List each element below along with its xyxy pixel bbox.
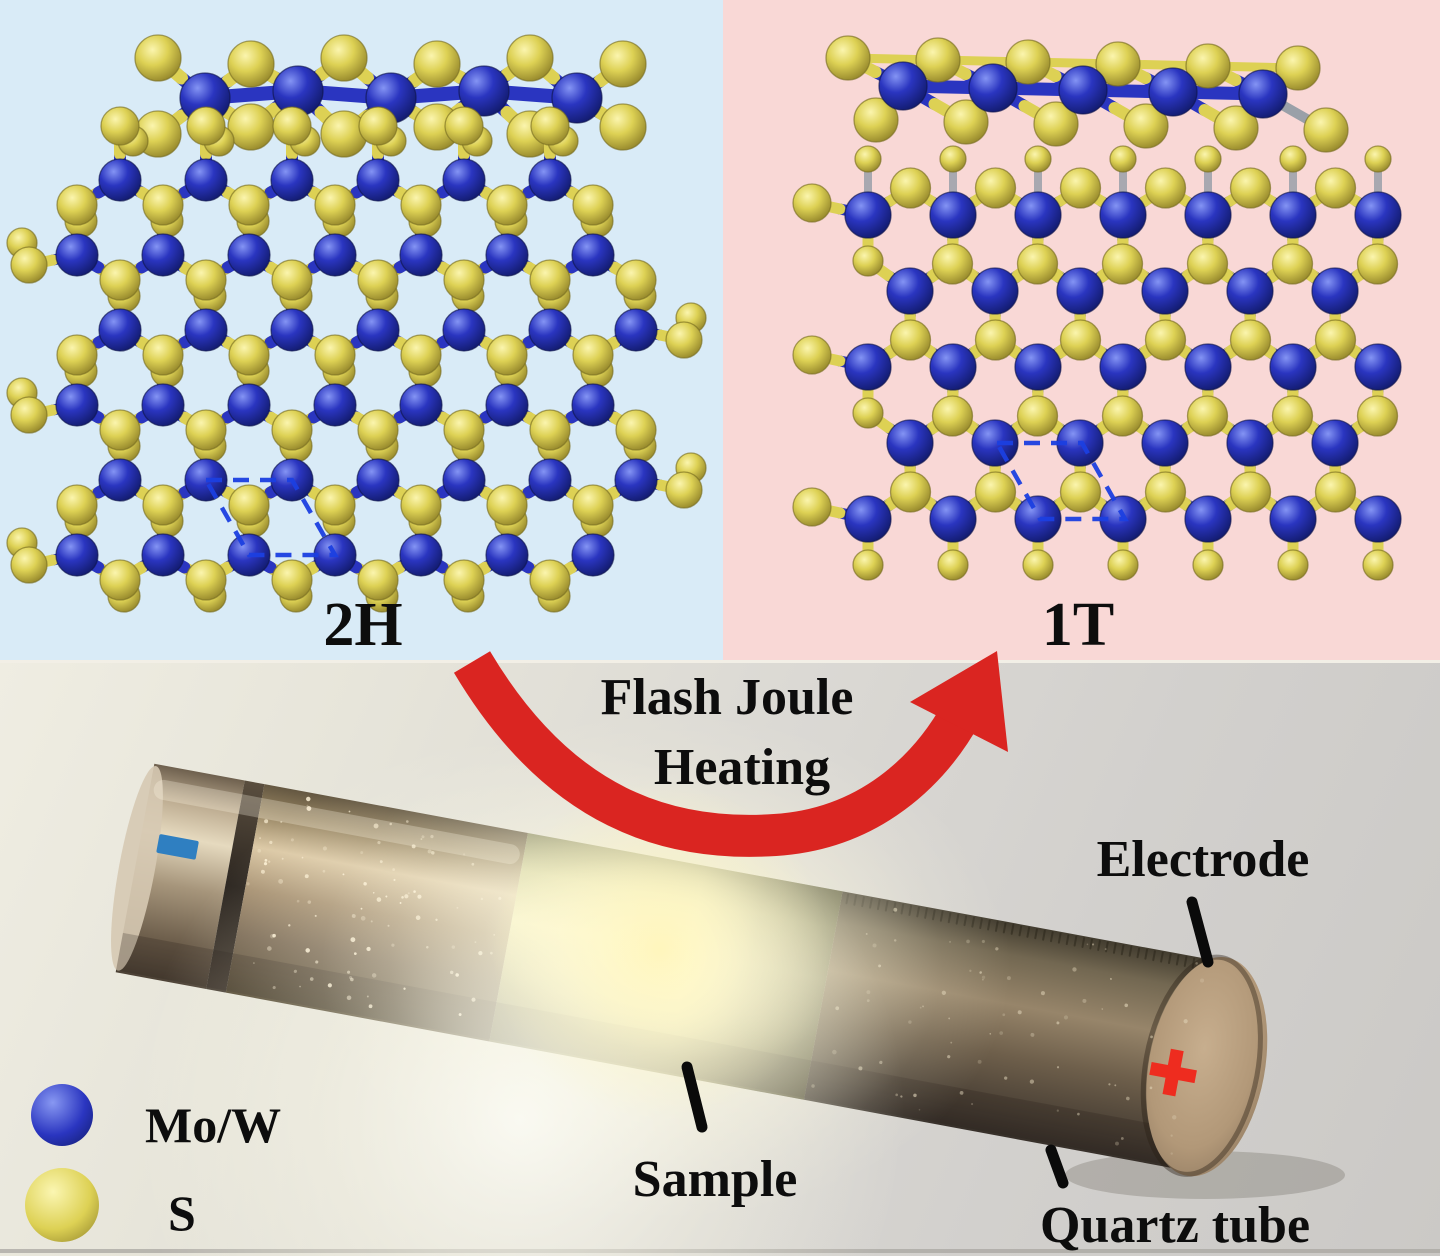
- positive-terminal-marker: [1162, 1048, 1184, 1097]
- phase-label-2h: 2H: [323, 591, 403, 659]
- s-legend-label: S: [168, 1185, 196, 1241]
- mo-w-atom-legend-sphere: [31, 1084, 93, 1146]
- negative-terminal-marker: [156, 834, 199, 860]
- mo-w-legend-label: Mo/W: [145, 1097, 282, 1153]
- phase-label-1t: 1T: [1041, 591, 1115, 659]
- flash-joule-heating-label-line2: Heating: [653, 739, 831, 796]
- electrode-label: Electrode: [1096, 831, 1310, 888]
- 2h-side-view-structure: [134, 34, 647, 158]
- 2h-top-view-structure: [6, 106, 707, 613]
- label-pointer-lines: [681, 896, 1214, 1189]
- flash-joule-heating-label-line1: Flash Joule: [600, 669, 854, 726]
- quartz-tube-label: Quartz tube: [1039, 1197, 1311, 1254]
- tube-shadow: [1065, 1151, 1345, 1199]
- 1t-side-view-structure: [825, 35, 1349, 153]
- sample-label: Sample: [632, 1151, 798, 1208]
- process-arrow: [453, 651, 1008, 857]
- s-atom-legend-sphere: [25, 1168, 99, 1242]
- 1t-top-view-structure: [792, 145, 1402, 581]
